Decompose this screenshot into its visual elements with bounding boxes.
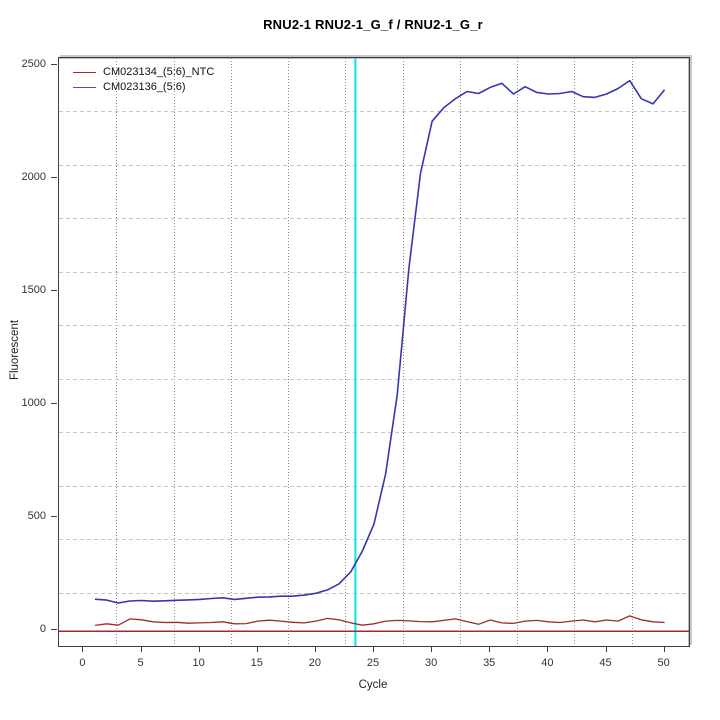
legend: CM023134_(5:6)_NTC CM023136_(5:6) bbox=[73, 65, 214, 95]
legend-line-swatch-icon bbox=[73, 87, 96, 88]
y-tick-mark bbox=[51, 403, 57, 404]
chart-title: RNU2-1 RNU2-1_G_f / RNU2-1_G_r bbox=[263, 17, 483, 32]
x-tick-label: 10 bbox=[192, 657, 205, 669]
plot-area: CM023134_(5:6)_NTC CM023136_(5:6) bbox=[58, 57, 690, 647]
x-tick-mark bbox=[547, 646, 549, 652]
x-tick-label: 20 bbox=[308, 657, 322, 669]
x-tick-label: 45 bbox=[599, 657, 612, 669]
legend-line-swatch-icon bbox=[73, 72, 96, 73]
y-tick-label: 2000 bbox=[21, 170, 46, 183]
y-tick-label: 1000 bbox=[21, 397, 46, 409]
ntc-curve bbox=[94, 615, 665, 627]
legend-label: CM023134_(5:6)_NTC bbox=[103, 66, 215, 78]
y-tick-mark bbox=[51, 629, 57, 631]
y-tick-label: 2500 bbox=[21, 57, 46, 70]
x-tick-mark bbox=[489, 646, 491, 652]
legend-item: CM023134_(5:6)_NTC bbox=[73, 65, 214, 80]
legend-label: CM023136_(5:6) bbox=[103, 81, 186, 93]
x-tick-mark bbox=[198, 646, 200, 652]
x-tick-mark bbox=[373, 646, 374, 652]
x-axis-label: Cycle bbox=[358, 679, 388, 691]
y-axis-label: Fluorescent bbox=[9, 319, 21, 381]
x-tick-mark bbox=[140, 646, 142, 652]
y-tick-label: 1500 bbox=[21, 283, 46, 296]
x-tick-label: 30 bbox=[424, 657, 438, 669]
y-tick-label: 500 bbox=[27, 510, 46, 523]
x-tick-mark bbox=[431, 646, 433, 652]
x-tick-label: 5 bbox=[137, 657, 144, 669]
x-tick-label: 15 bbox=[250, 657, 263, 669]
x-tick-label: 35 bbox=[483, 657, 496, 669]
y-tick-label: 0 bbox=[39, 623, 46, 636]
x-tick-mark bbox=[605, 646, 607, 652]
y-tick-mark bbox=[51, 516, 57, 518]
x-tick-label: 25 bbox=[366, 657, 380, 669]
plot-canvas bbox=[59, 58, 689, 646]
sample-amplification-curve bbox=[94, 79, 666, 604]
y-tick-mark bbox=[51, 63, 57, 65]
legend-item: CM023136_(5:6) bbox=[73, 80, 214, 95]
x-tick-mark bbox=[663, 646, 665, 652]
x-tick-mark bbox=[256, 646, 258, 652]
x-tick-label: 0 bbox=[79, 657, 86, 669]
x-tick-mark bbox=[314, 646, 316, 652]
y-tick-mark bbox=[51, 289, 57, 291]
x-tick-label: 50 bbox=[657, 657, 670, 669]
x-tick-label: 40 bbox=[541, 657, 554, 669]
x-tick-mark bbox=[82, 646, 84, 652]
y-tick-mark bbox=[51, 176, 57, 178]
